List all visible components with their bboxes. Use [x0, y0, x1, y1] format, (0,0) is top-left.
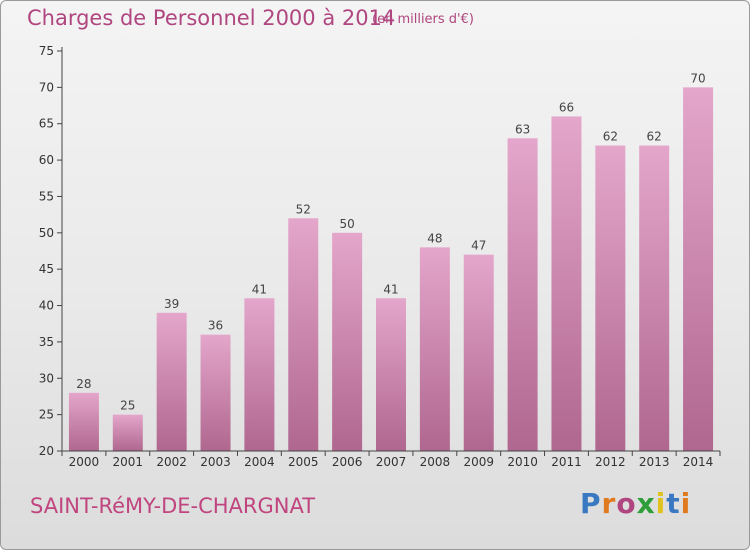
bar: [463, 254, 494, 451]
chart-title: Charges de Personnel 2000 à 2014: [27, 6, 396, 30]
y-tick-label: 65: [39, 117, 54, 131]
y-tick-label: 60: [39, 153, 54, 167]
y-tick-label: 30: [39, 371, 54, 385]
x-tick-label: 2005: [288, 455, 319, 469]
bar-value-label: 48: [427, 231, 442, 245]
logo-letter: i: [655, 487, 667, 520]
logo-letter: x: [636, 487, 656, 520]
x-tick-label: 2010: [507, 455, 538, 469]
logo-letter: o: [616, 487, 637, 520]
bar: [683, 87, 714, 451]
bar-value-label: 41: [252, 282, 267, 296]
y-tick-label: 55: [39, 189, 54, 203]
y-tick-label: 75: [39, 44, 54, 58]
bar: [595, 145, 626, 451]
logo-letter: t: [666, 487, 681, 520]
bar: [288, 218, 319, 451]
bar: [419, 247, 450, 451]
x-tick-label: 2007: [376, 455, 407, 469]
bar-value-label: 66: [559, 100, 574, 114]
y-tick-label: 45: [39, 262, 54, 276]
bar-value-label: 52: [296, 202, 311, 216]
x-tick-label: 2014: [683, 455, 714, 469]
bar-value-label: 50: [339, 217, 354, 231]
proxiti-logo: Proxiti: [580, 487, 691, 520]
bar-value-label: 36: [208, 319, 223, 333]
bar-value-label: 63: [515, 122, 530, 136]
bar-value-label: 28: [76, 377, 91, 391]
bar-value-label: 47: [471, 239, 486, 253]
x-tick-label: 2000: [69, 455, 100, 469]
x-tick-label: 2006: [332, 455, 363, 469]
chart-subtitle: (en milliers d'€): [372, 12, 474, 27]
x-tick-label: 2012: [595, 455, 626, 469]
bar: [244, 298, 275, 451]
bar: [332, 232, 363, 451]
bar: [639, 145, 670, 451]
x-tick-label: 2009: [463, 455, 494, 469]
bar-value-label: 41: [383, 282, 398, 296]
bar-value-label: 25: [120, 399, 135, 413]
bar: [507, 138, 538, 452]
x-tick-label: 2001: [113, 455, 144, 469]
bar-value-label: 62: [647, 130, 662, 144]
bar: [376, 298, 406, 451]
bar: [112, 414, 143, 451]
x-tick-label: 2011: [551, 455, 582, 469]
logo-letter: i: [680, 487, 692, 520]
x-tick-label: 2013: [639, 455, 670, 469]
logo-letter: r: [601, 487, 617, 520]
commune-name: SAINT-RéMY-DE-CHARGNAT: [30, 494, 316, 518]
y-tick-label: 70: [39, 80, 54, 94]
bar-value-label: 39: [164, 297, 179, 311]
x-tick-label: 2004: [244, 455, 275, 469]
y-tick-label: 35: [39, 335, 54, 349]
y-tick-label: 40: [39, 299, 54, 313]
logo-letter: P: [580, 487, 602, 520]
bar: [156, 312, 187, 451]
bar: [200, 334, 231, 451]
bar: [68, 392, 99, 451]
bar-value-label: 62: [603, 130, 618, 144]
x-tick-label: 2003: [200, 455, 231, 469]
bar: [551, 116, 582, 452]
x-tick-label: 2008: [420, 455, 451, 469]
y-tick-label: 20: [39, 444, 54, 458]
bar-value-label: 70: [690, 71, 705, 85]
y-tick-label: 25: [39, 408, 54, 422]
y-tick-label: 50: [39, 226, 54, 240]
x-tick-label: 2002: [156, 455, 187, 469]
